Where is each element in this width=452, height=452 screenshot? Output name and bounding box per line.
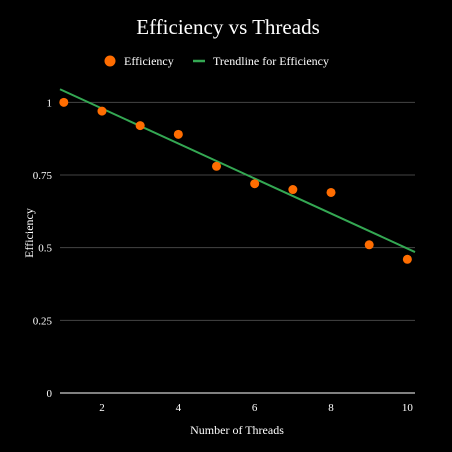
- x-tick-label: 8: [328, 402, 334, 414]
- axes: 0 0.25 0.5 0.75 1 2 4 6 8 10: [33, 97, 415, 414]
- data-point-efficiency: [97, 106, 107, 116]
- y-tick-label: 0.25: [33, 315, 53, 327]
- chart-title: Efficiency vs Threads: [136, 15, 320, 39]
- data-points: [59, 97, 412, 264]
- y-tick-label: 0: [47, 388, 53, 400]
- legend-label-efficiency: Efficiency: [124, 54, 174, 68]
- data-point-efficiency: [288, 185, 298, 195]
- x-axis-title: Number of Threads: [190, 423, 284, 437]
- trendline: [59, 88, 416, 253]
- y-tick-label: 1: [47, 97, 53, 109]
- x-tick-label: 6: [252, 402, 258, 414]
- gridlines: [60, 101, 415, 321]
- x-tick-label: 4: [176, 402, 182, 414]
- y-tick-label: 0.75: [33, 170, 53, 182]
- data-point-efficiency: [59, 97, 69, 107]
- x-tick-label: 2: [99, 402, 105, 414]
- legend: Efficiency Trendline for Efficiency: [104, 54, 329, 68]
- data-point-efficiency: [326, 187, 336, 197]
- data-point-efficiency: [135, 121, 145, 131]
- data-point-efficiency: [402, 254, 412, 264]
- x-tick-label: 10: [402, 402, 414, 414]
- data-point-efficiency: [173, 129, 183, 139]
- data-point-efficiency: [250, 179, 260, 189]
- y-axis-title: Efficiency: [22, 208, 36, 258]
- data-point-efficiency: [212, 161, 222, 171]
- y-tick-label: 0.5: [38, 243, 52, 255]
- legend-label-trendline: Trendline for Efficiency: [213, 54, 329, 68]
- trendline-efficiency: [59, 88, 416, 253]
- legend-marker-efficiency: [104, 55, 116, 67]
- data-point-efficiency: [364, 240, 374, 250]
